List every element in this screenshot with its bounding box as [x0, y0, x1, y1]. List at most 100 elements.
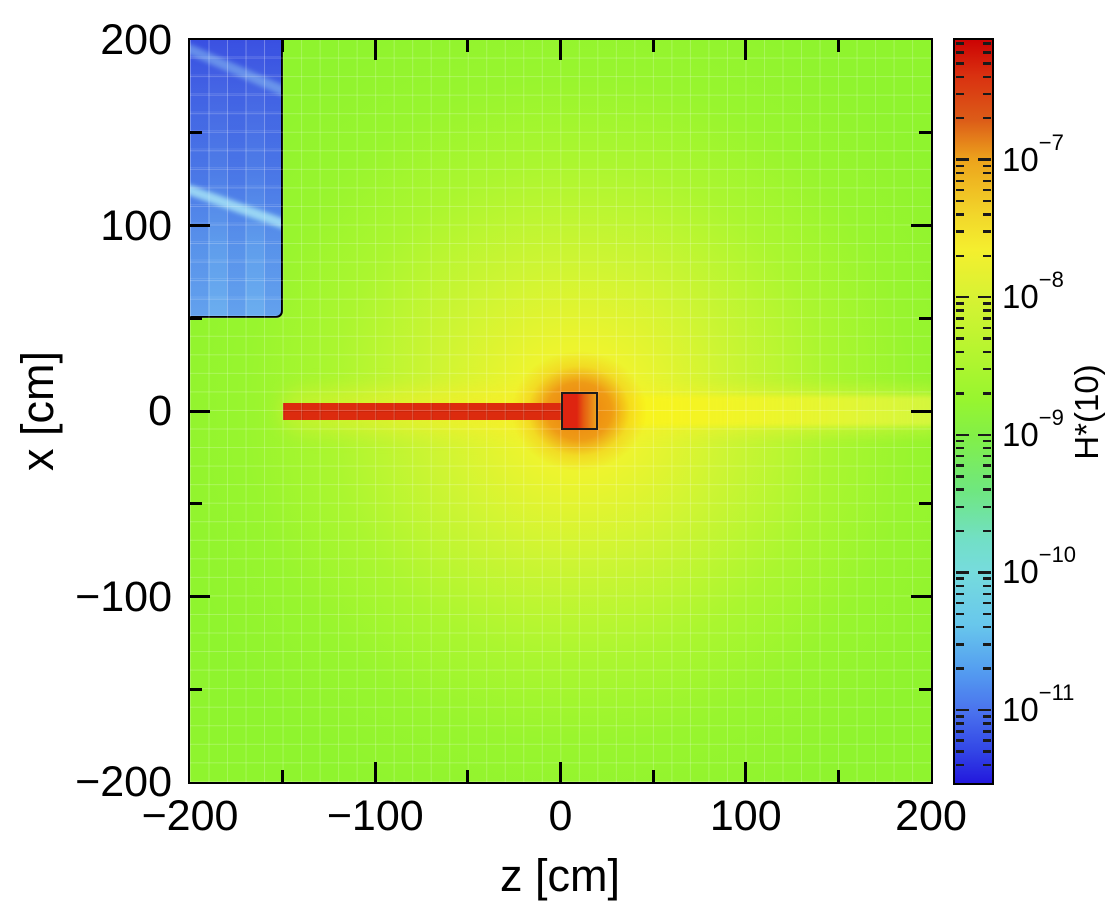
colorbar-tick	[983, 739, 991, 742]
colorbar-tick	[956, 188, 964, 192]
colorbar-tick	[983, 612, 991, 616]
colorbar-tick	[983, 51, 991, 54]
colorbar-tick	[956, 739, 964, 742]
x-axis-major-tick-top	[373, 40, 377, 60]
x-axis-major-tick-top	[559, 40, 562, 60]
colorbar-exponent: −9	[1038, 404, 1064, 430]
colorbar-exponent: −10	[1038, 542, 1077, 568]
colorbar-tick	[983, 577, 991, 580]
colorbar-tick	[983, 505, 991, 509]
x-axis-minor-tick	[281, 770, 285, 782]
colorbar-tick	[983, 625, 991, 629]
colorbar-tick	[956, 213, 964, 216]
colorbar-tick	[983, 750, 991, 753]
colorbar-tick	[956, 62, 964, 65]
x-axis-minor-tick-top	[281, 40, 285, 52]
colorbar-tick	[956, 592, 964, 595]
x-axis-major-tick	[373, 762, 377, 782]
colorbar-tick	[983, 730, 991, 733]
colorbar-tick	[956, 601, 964, 605]
colorbar-tick	[956, 171, 964, 175]
y-axis-minor-tick-right	[919, 502, 931, 506]
colorbar-tick-label: 10−10	[1002, 542, 1077, 591]
colorbar-tick	[983, 254, 991, 258]
colorbar-tick	[956, 75, 964, 78]
colorbar-tick	[978, 571, 991, 574]
x-axis-minor-tick	[651, 770, 655, 782]
colorbar-exponent: −11	[1038, 680, 1075, 706]
y-axis-major-tick	[190, 409, 210, 413]
y-axis-minor-tick	[190, 316, 202, 320]
colorbar-tick	[956, 446, 964, 450]
x-tick-label: 0	[548, 792, 573, 840]
colorbar-tick	[956, 571, 969, 574]
colorbar-tick	[956, 750, 964, 753]
colorbar-gradient	[955, 39, 992, 783]
plot-area	[190, 40, 931, 782]
colorbar-tick	[983, 188, 991, 192]
colorbar-tick	[978, 433, 991, 437]
y-axis-major-tick-right	[911, 595, 931, 598]
x-axis-major-tick-top	[744, 40, 748, 60]
colorbar-tick	[983, 601, 991, 605]
colorbar-tick	[956, 643, 964, 646]
colorbar-tick-label: 10−9	[1002, 404, 1064, 453]
colorbar-tick	[956, 337, 964, 340]
colorbar-tick	[983, 171, 991, 175]
colorbar-tick	[956, 199, 964, 203]
colorbar-tick	[956, 158, 969, 161]
x-axis-minor-tick-top	[836, 40, 840, 52]
colorbar-tick	[983, 643, 991, 646]
colorbar-tick	[983, 350, 991, 354]
colorbar-tick	[956, 179, 964, 183]
colorbar-tick	[956, 295, 969, 299]
colorbar-tick	[956, 350, 964, 354]
x-axis-title: z [cm]	[500, 850, 620, 901]
y-tick-label: 100	[100, 201, 172, 250]
x-tick-label: 200	[895, 792, 967, 840]
colorbar-tick	[983, 116, 991, 120]
colorbar-tick	[983, 179, 991, 183]
y-axis-minor-tick	[190, 502, 202, 506]
colorbar-tick	[983, 62, 991, 65]
colorbar-tick	[983, 464, 991, 467]
colorbar-tick	[983, 164, 991, 168]
y-tick-label: −200	[75, 758, 172, 806]
y-axis-major-tick	[190, 595, 210, 598]
colorbar	[953, 37, 994, 785]
colorbar-exponent: −7	[1038, 129, 1064, 155]
x-axis-minor-tick	[836, 770, 840, 782]
colorbar-tick	[983, 439, 991, 443]
colorbar-tick	[956, 454, 964, 458]
colorbar-tick	[983, 446, 991, 450]
target-outline	[560, 392, 598, 430]
colorbar-tick	[956, 730, 964, 733]
colorbar-exponent: −8	[1038, 267, 1064, 293]
colorbar-tick	[983, 454, 991, 458]
x-axis-minor-tick	[466, 770, 470, 782]
colorbar-tick-label: 10−11	[1002, 680, 1075, 729]
y-tick-label: 0	[148, 387, 172, 435]
colorbar-tick	[956, 529, 964, 533]
colorbar-tick	[983, 715, 991, 718]
colorbar-tick	[956, 667, 964, 670]
shield-streak	[190, 42, 281, 99]
colorbar-tick	[983, 337, 991, 340]
y-axis-minor-tick	[190, 687, 202, 691]
colorbar-tick	[983, 213, 991, 216]
colorbar-tick	[956, 505, 964, 509]
colorbar-tick	[956, 763, 964, 767]
y-axis-minor-tick-right	[919, 316, 931, 320]
colorbar-tick	[956, 309, 964, 312]
colorbar-tick	[956, 625, 964, 629]
colorbar-tick	[956, 392, 964, 395]
colorbar-tick	[956, 439, 964, 443]
colorbar-tick	[983, 529, 991, 533]
y-axis-minor-tick-right	[919, 687, 931, 691]
x-axis-minor-tick-top	[466, 40, 470, 52]
x-axis-major-tick	[559, 762, 562, 782]
colorbar-tick	[983, 92, 991, 96]
colorbar-tick-label: 10−8	[1002, 267, 1064, 316]
colorbar-tick	[956, 254, 964, 258]
colorbar-tick	[956, 577, 964, 580]
